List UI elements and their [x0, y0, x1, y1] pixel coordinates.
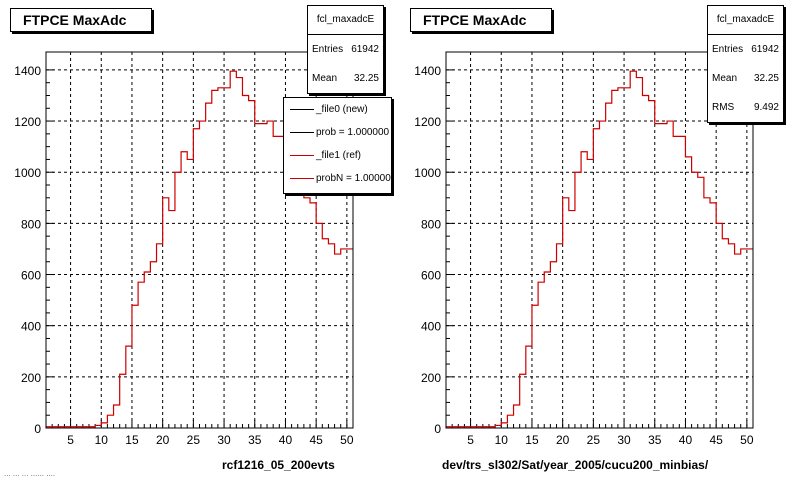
- left-y-tick-label: 1000: [14, 166, 41, 180]
- legend-swatch: [290, 155, 314, 156]
- left-plot-title: FTPCE MaxAdc: [10, 8, 152, 32]
- left-plot-title-text: FTPCE MaxAdc: [23, 12, 127, 28]
- right-y-tick-label: 400: [421, 320, 441, 334]
- right-y-tick-label: 200: [421, 371, 441, 385]
- right-y-tick-label: 1400: [414, 64, 441, 78]
- right-x-tick-label: 35: [648, 433, 662, 447]
- left-y-tick-label: 1400: [14, 64, 41, 78]
- left-stats-row-mean: Mean 32.25: [308, 64, 383, 93]
- right-plot-frame: [445, 51, 754, 429]
- stats-label: RMS: [712, 102, 735, 113]
- right-y-tick-label: 600: [421, 269, 441, 283]
- left-stats-name: fcl_maxadcE: [308, 6, 383, 35]
- left-y-tick-label: 200: [21, 371, 41, 385]
- legend-swatch: [290, 178, 314, 179]
- left-x-tick-label: 20: [156, 433, 170, 447]
- right-y-tick-label: 800: [421, 217, 441, 231]
- left-y-tick-label: 0: [34, 422, 41, 436]
- stats-label: Entries: [712, 44, 744, 55]
- left-x-tick-label: 5: [67, 433, 74, 447]
- right-stats-row-entries: Entries 61942: [708, 35, 783, 64]
- right-x-tick-label: 40: [679, 433, 693, 447]
- right-x-axis-caption: dev/trs_sl302/Sat/year_2005/cucu200_minb…: [442, 458, 709, 472]
- legend-entry: prob = 1.000000: [284, 121, 391, 144]
- right-x-tick-label: 25: [587, 433, 601, 447]
- right-y-tick-label: 0: [434, 422, 441, 436]
- left-x-tick-label: 35: [248, 433, 262, 447]
- right-x-tick-label: 20: [556, 433, 570, 447]
- footer-text: ... ... ... ...... ....: [4, 469, 56, 478]
- legend-label: probN = 1.000000: [316, 173, 392, 184]
- right-x-tick-label: 10: [495, 433, 509, 447]
- left-x-tick-label: 40: [279, 433, 293, 447]
- legend-swatch: [290, 109, 314, 110]
- right-y-tick-label: 1000: [414, 166, 441, 180]
- legend-entry: probN = 1.000000: [284, 167, 391, 190]
- left-y-tick-label: 600: [21, 269, 41, 283]
- left-x-tick-label: 25: [187, 433, 201, 447]
- right-plot-title: FTPCE MaxAdc: [410, 8, 552, 32]
- left-plot-frame: [45, 51, 354, 429]
- stats-value: 9.492: [753, 102, 779, 113]
- right-stats-row-rms: RMS 9.492: [708, 93, 783, 122]
- legend-swatch: [290, 132, 314, 133]
- right-x-tick-label: 5: [467, 433, 474, 447]
- left-x-axis-caption: rcf1216_05_200evts: [222, 458, 335, 472]
- legend-entry: _file0 (new): [284, 98, 391, 121]
- left-x-tick-label: 10: [95, 433, 109, 447]
- left-x-tick-label: 30: [217, 433, 231, 447]
- left-x-tick-label: 50: [340, 433, 354, 447]
- legend-label: _file1 (ref): [316, 150, 362, 161]
- left-x-tick-label: 45: [309, 433, 323, 447]
- right-stats-box: fcl_maxadcE Entries 61942 Mean 32.25 RMS…: [707, 5, 784, 123]
- stats-value: 61942: [751, 44, 779, 55]
- stats-label: Mean: [312, 73, 338, 84]
- stats-value: 61942: [351, 44, 379, 55]
- left-y-tick-label: 800: [21, 217, 41, 231]
- left-x-tick-label: 15: [125, 433, 139, 447]
- right-x-tick-label: 45: [709, 433, 723, 447]
- left-y-tick-label: 400: [21, 320, 41, 334]
- stats-label: Mean: [712, 73, 738, 84]
- left-y-tick-label: 1200: [14, 115, 41, 129]
- legend-label: prob = 1.000000: [316, 127, 390, 138]
- left-stats-row-entries: Entries 61942: [308, 35, 383, 64]
- right-plot-area: [446, 52, 753, 428]
- right-stats-row-mean: Mean 32.25: [708, 64, 783, 93]
- stats-label: Entries: [312, 44, 344, 55]
- right-x-tick-label: 30: [617, 433, 631, 447]
- right-stats-name: fcl_maxadcE: [708, 6, 783, 35]
- right-y-tick-label: 1200: [414, 115, 441, 129]
- left-legend: _file0 (new) prob = 1.000000 _file1 (ref…: [283, 97, 392, 194]
- right-x-tick-label: 50: [740, 433, 754, 447]
- stats-value: 32.25: [753, 73, 779, 84]
- legend-entry: _file1 (ref): [284, 144, 391, 167]
- right-plot-title-text: FTPCE MaxAdc: [423, 12, 527, 28]
- stats-value: 32.25: [353, 73, 379, 84]
- right-histogram-series: [446, 70, 753, 428]
- right-x-tick-label: 15: [525, 433, 539, 447]
- legend-label: _file0 (new): [316, 104, 368, 115]
- left-stats-box: fcl_maxadcE Entries 61942 Mean 32.25: [307, 5, 384, 94]
